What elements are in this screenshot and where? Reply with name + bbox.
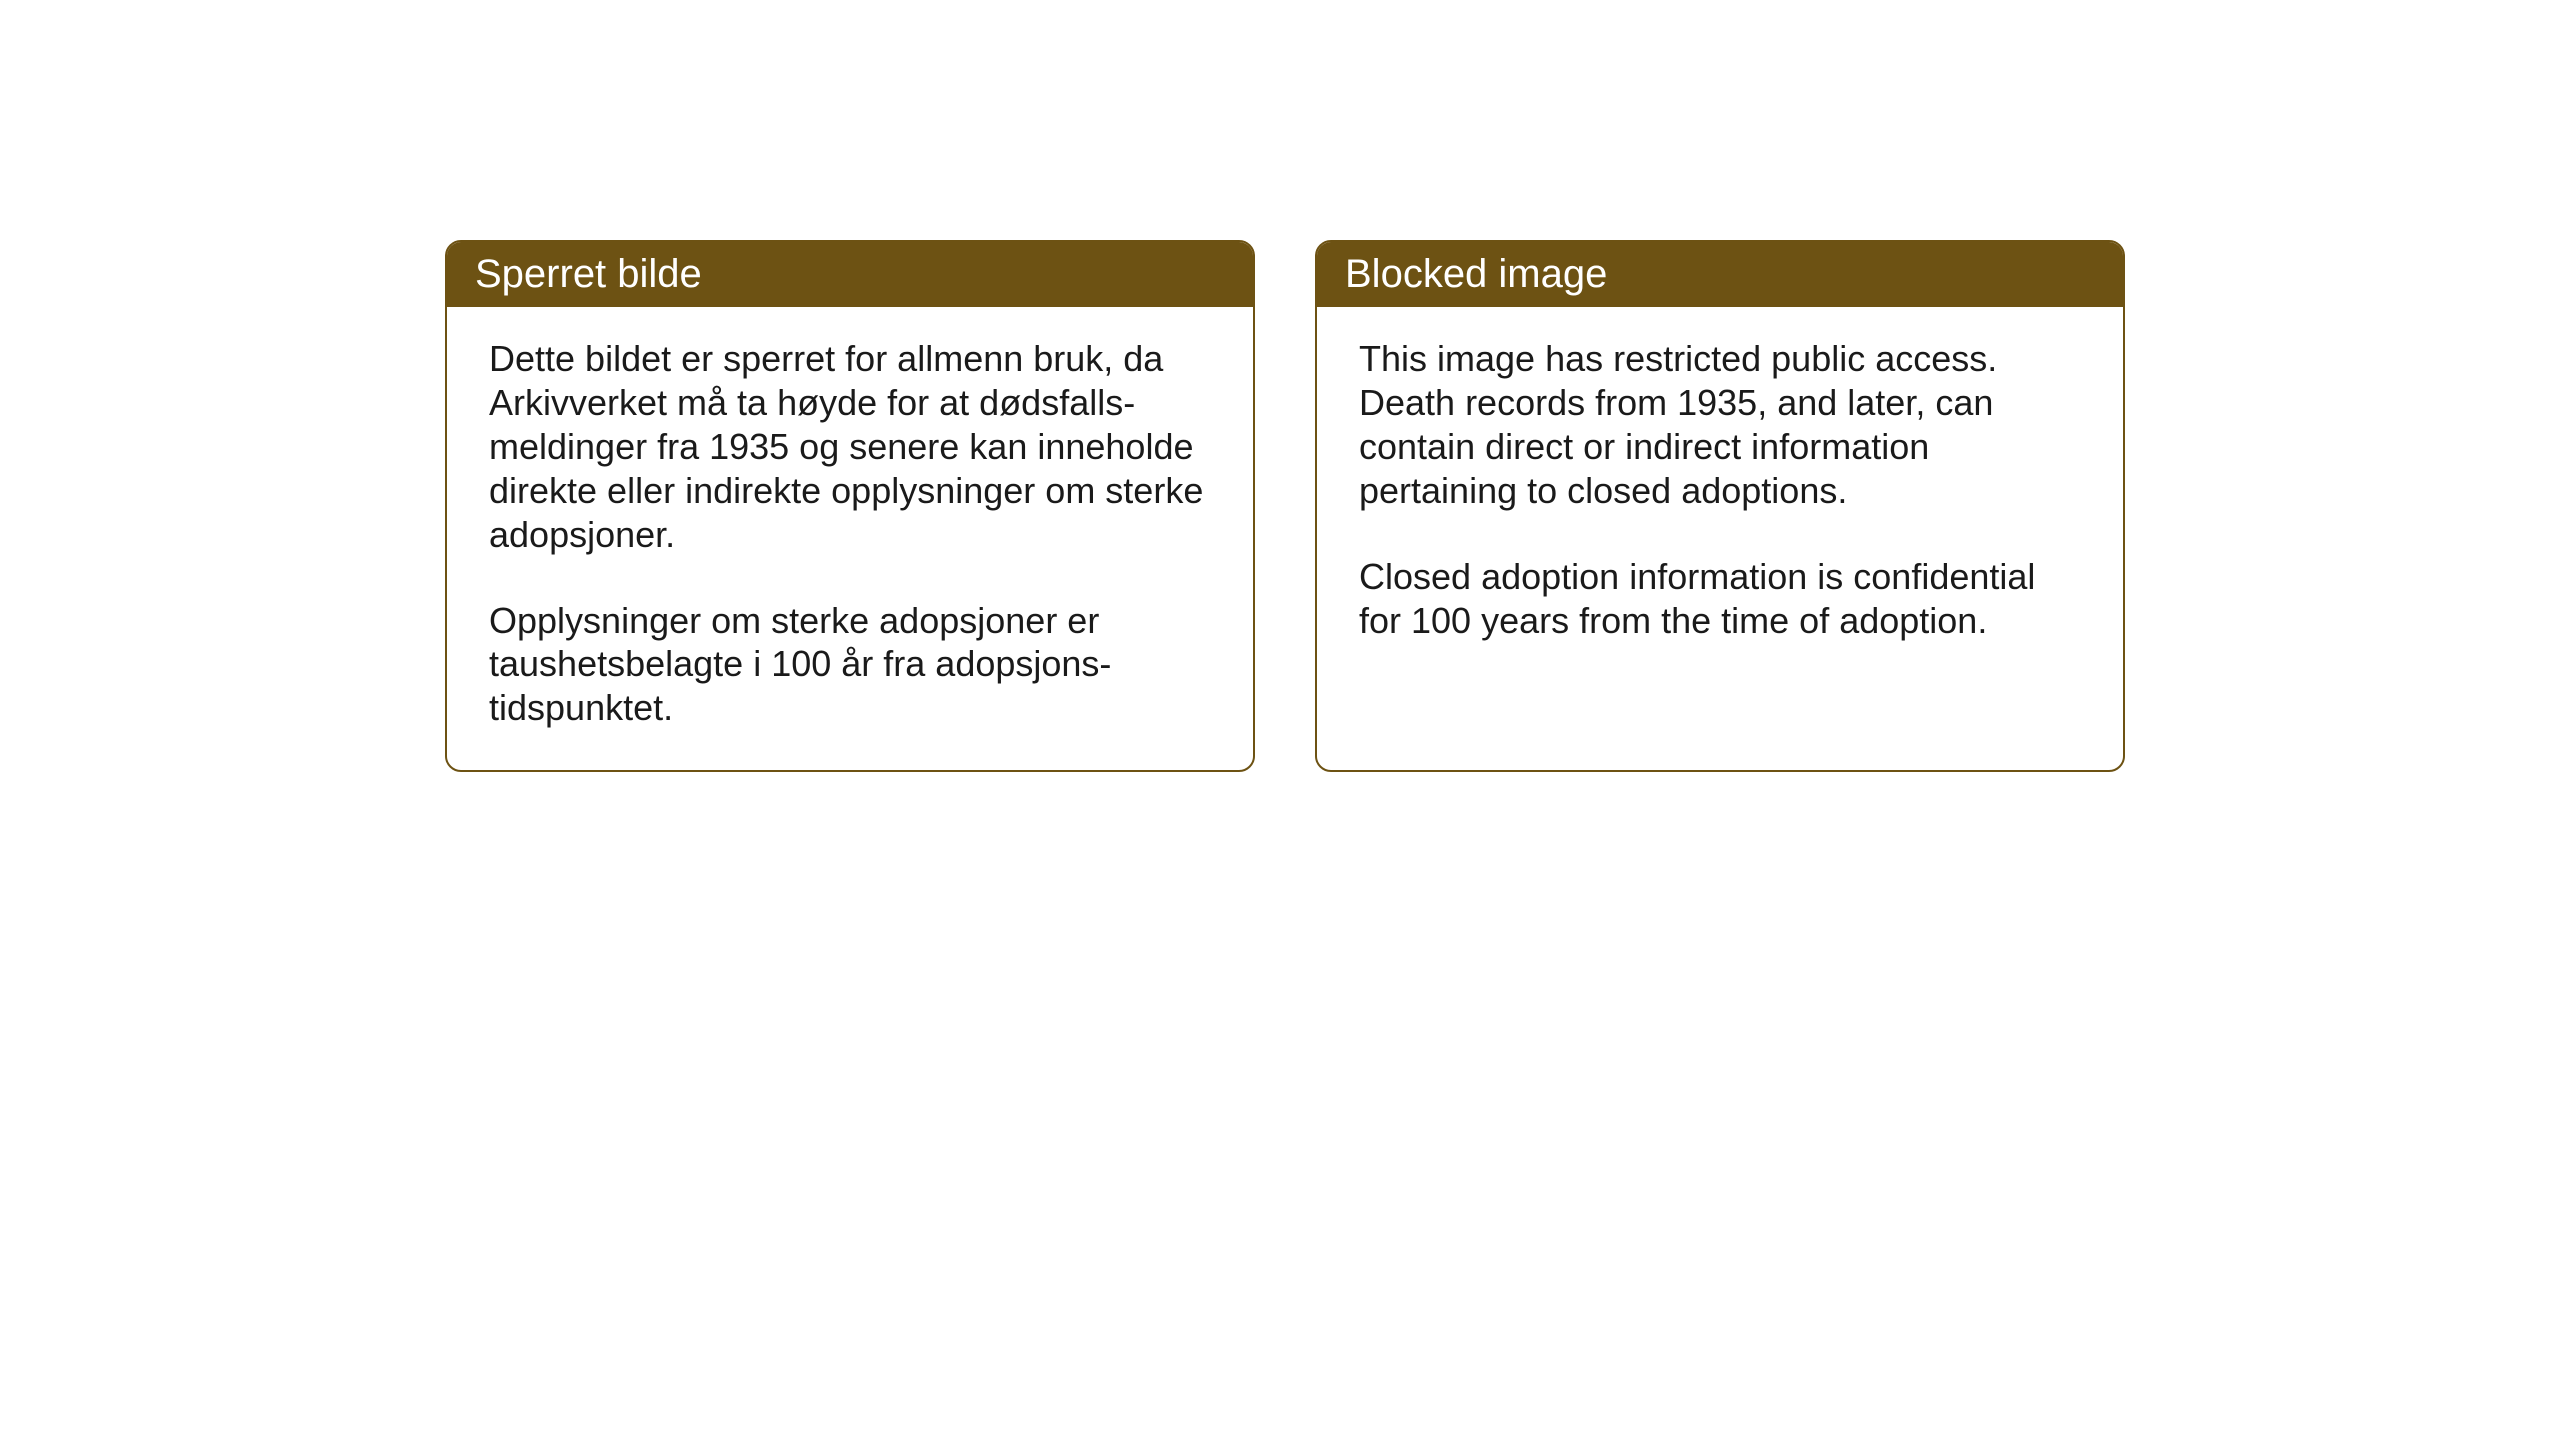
card-title: Sperret bilde bbox=[475, 252, 702, 296]
card-body: Dette bildet er sperret for allmenn bruk… bbox=[447, 307, 1253, 770]
notice-card-english: Blocked image This image has restricted … bbox=[1315, 240, 2125, 772]
card-paragraph: Dette bildet er sperret for allmenn bruk… bbox=[489, 337, 1211, 557]
card-paragraph: This image has restricted public access.… bbox=[1359, 337, 2081, 513]
card-title: Blocked image bbox=[1345, 252, 1607, 296]
card-paragraph: Closed adoption information is confident… bbox=[1359, 555, 2081, 643]
card-body: This image has restricted public access.… bbox=[1317, 307, 2123, 727]
notice-container: Sperret bilde Dette bildet er sperret fo… bbox=[445, 240, 2125, 772]
card-header: Sperret bilde bbox=[447, 242, 1253, 307]
card-paragraph: Opplysninger om sterke adopsjoner er tau… bbox=[489, 599, 1211, 731]
card-header: Blocked image bbox=[1317, 242, 2123, 307]
notice-card-norwegian: Sperret bilde Dette bildet er sperret fo… bbox=[445, 240, 1255, 772]
